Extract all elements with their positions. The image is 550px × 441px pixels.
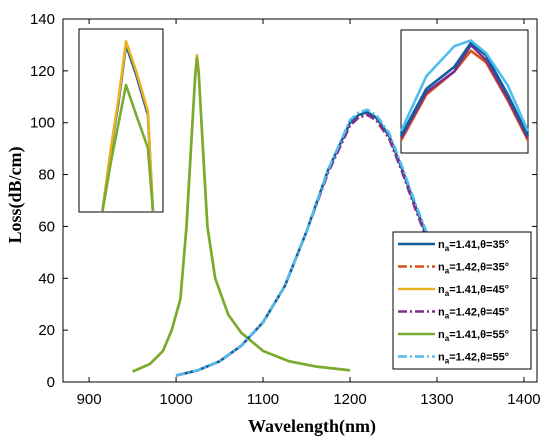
series-line-2: [132, 53, 351, 373]
legend-label-3: na=1.42,θ=45°: [438, 307, 509, 321]
y-tick-label: 40: [38, 270, 55, 287]
plot-area: [132, 53, 439, 377]
legend-label-1: na=1.42,θ=35°: [438, 262, 509, 276]
x-tick-label: 1000: [159, 391, 192, 408]
y-tick-label: 100: [30, 115, 55, 132]
insets: [78, 28, 530, 213]
y-axis-title: Loss(dB/cm): [5, 146, 26, 243]
plot-frame: [62, 18, 538, 383]
legend-label-0: na=1.41,θ=35°: [438, 239, 509, 253]
right-peak-zoom: [399, 29, 530, 154]
left-peak-zoom: [78, 28, 164, 213]
series-line-5: [175, 108, 439, 377]
y-tick-label: 20: [38, 322, 55, 339]
legend-box: [392, 231, 532, 370]
y-tick-label: 120: [30, 63, 55, 80]
legend-label-5: na=1.42,θ=55°: [438, 352, 509, 366]
y-tick-label: 60: [38, 218, 55, 235]
x-tick-label: 1300: [420, 391, 453, 408]
x-tick-label: 1100: [247, 391, 279, 408]
x-tick-label: 900: [77, 391, 102, 408]
x-axis-title: Wavelength(nm): [248, 416, 376, 437]
inset-curve-2: [101, 83, 155, 212]
x-tick-label: 1200: [333, 391, 366, 408]
series-line-4: [132, 56, 351, 373]
x-tick-label: 1400: [507, 391, 540, 408]
axes: 900 1000 1100 1200 1300 1400 0 20 40 60 80 100 120 14…: [30, 11, 541, 408]
legend: na=1.41,θ=35° na=1.42,θ=35° na=1.41,θ=45° n…: [392, 231, 532, 370]
y-tick-label: 80: [38, 167, 55, 184]
legend-label-4: na=1.41,θ=55°: [438, 329, 509, 343]
inset-curve-1: [101, 39, 155, 212]
inset-curve-3: [399, 39, 530, 132]
y-tick-label: 140: [30, 11, 55, 28]
y-tick-label: 0: [47, 374, 55, 391]
inset-curve-2: [399, 41, 530, 137]
legend-label-2: na=1.41,θ=45°: [438, 284, 509, 298]
